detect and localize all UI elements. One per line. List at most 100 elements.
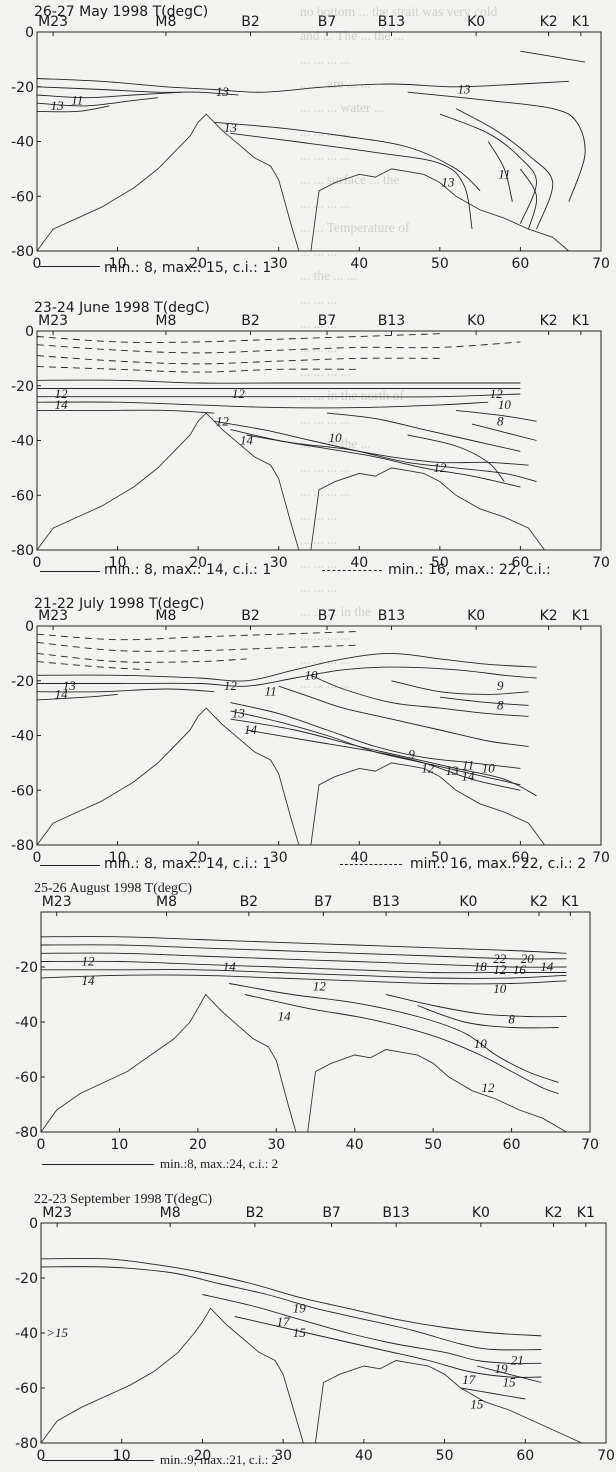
station-label: M8 [155, 608, 176, 624]
contour-label: 17 [462, 1372, 476, 1387]
contour-line-dashed [36, 333, 440, 343]
contour-line [40, 936, 567, 954]
station-label: M8 [155, 14, 176, 30]
contour-line [278, 685, 529, 747]
x-tick-label: 70 [592, 850, 610, 866]
contour-label: 12 [313, 978, 327, 993]
x-tick-label: 20 [194, 1448, 212, 1464]
station-label: K1 [561, 894, 579, 910]
x-tick-label: 40 [355, 1448, 373, 1464]
station-label: K0 [459, 894, 477, 910]
contour-line [36, 693, 118, 701]
contour-line [407, 434, 505, 482]
contour-line [40, 1266, 542, 1351]
contour-label: 18 [474, 959, 488, 974]
x-tick-label: 30 [267, 1137, 285, 1153]
contour-label: 10 [329, 430, 343, 445]
station-label: K2 [530, 894, 548, 910]
contour-line [487, 141, 513, 202]
contour-label: >15 [46, 1325, 68, 1340]
contour-line [439, 113, 537, 224]
contour-label: 8 [497, 697, 504, 712]
contour-line [37, 666, 537, 687]
x-tick-label: 40 [346, 1137, 364, 1153]
contour-label: 10 [304, 667, 318, 682]
contour-label: 13 [216, 84, 230, 99]
y-tick-label: -40 [11, 135, 34, 151]
bathymetry-line [40, 993, 297, 1133]
station-label: B2 [241, 14, 260, 30]
contour-line-dashed [36, 631, 360, 641]
x-tick-label: 30 [270, 256, 288, 272]
x-tick-label: 10 [109, 555, 127, 571]
contour-label: 12 [55, 386, 69, 401]
x-tick-label: 70 [597, 1448, 615, 1464]
x-tick-label: 20 [189, 555, 207, 571]
x-tick-label: 10 [111, 1137, 129, 1153]
x-tick-label: 10 [109, 256, 127, 272]
contour-line [476, 1365, 542, 1383]
bathymetry-line [310, 467, 545, 551]
contour-label: 10 [498, 397, 512, 412]
station-label: B2 [240, 894, 259, 910]
station-label: K2 [540, 313, 558, 329]
y-tick-label: -40 [15, 1015, 38, 1031]
x-tick-label: 0 [37, 1448, 46, 1464]
contour-line [455, 108, 554, 230]
station-label: K2 [540, 14, 558, 30]
contour-label: 13 [441, 175, 455, 190]
y-tick-label: -20 [15, 960, 38, 976]
x-tick-label: 70 [581, 1137, 599, 1153]
x-tick-label: 0 [33, 850, 42, 866]
contour-line [327, 412, 521, 452]
stats-dashed: min.: 16, max.: 22, c.i.: 2 [410, 856, 587, 872]
contour-label: 13 [445, 763, 459, 778]
y-tick-label: -80 [11, 244, 34, 260]
x-tick-label: 40 [350, 850, 368, 866]
station-label: B2 [241, 313, 260, 329]
x-tick-label: 0 [33, 256, 42, 272]
contour-label: 12 [433, 460, 447, 475]
contour-line [36, 91, 183, 99]
x-tick-label: 60 [503, 1137, 521, 1153]
y-tick-label: -60 [11, 488, 34, 504]
contour-label: 12 [216, 413, 230, 428]
station-label: B13 [378, 608, 405, 624]
contour-label: 9 [497, 678, 504, 693]
contour-label: 20 [521, 951, 535, 966]
contour-line [37, 409, 215, 414]
contour-label: 12 [82, 954, 96, 969]
station-label: M23 [38, 14, 68, 30]
contour-label: 12 [224, 678, 238, 693]
contour-label: 17 [277, 1314, 291, 1329]
contour-line [246, 729, 521, 791]
contour-line [36, 86, 239, 96]
x-tick-label: 30 [270, 850, 288, 866]
contour-line [202, 1294, 542, 1364]
bathymetry-line [36, 412, 300, 551]
contour-line-dashed [36, 641, 360, 652]
y-tick-label: -80 [15, 1436, 38, 1452]
x-tick-label: 0 [33, 555, 42, 571]
legend-dashed-line [322, 570, 382, 571]
contour-label: 8 [497, 413, 504, 428]
y-tick-label: -80 [11, 838, 34, 854]
y-tick-label: -20 [15, 1271, 38, 1287]
y-tick-label: -80 [15, 1125, 38, 1141]
station-label: B7 [318, 14, 337, 30]
x-tick-label: 60 [512, 555, 530, 571]
y-tick-label: -60 [15, 1070, 38, 1086]
station-label: M8 [160, 1205, 181, 1221]
contour-line [391, 680, 529, 695]
y-tick-label: -20 [11, 379, 34, 395]
station-label: K1 [577, 1205, 595, 1221]
panel-title: 21-22 July 1998 T(degC) [34, 596, 205, 612]
legend-solid-line [40, 266, 100, 267]
contour-line [234, 1316, 542, 1378]
contour-line [230, 718, 537, 797]
station-label: M8 [156, 894, 177, 910]
contour-label: 14 [540, 959, 554, 974]
